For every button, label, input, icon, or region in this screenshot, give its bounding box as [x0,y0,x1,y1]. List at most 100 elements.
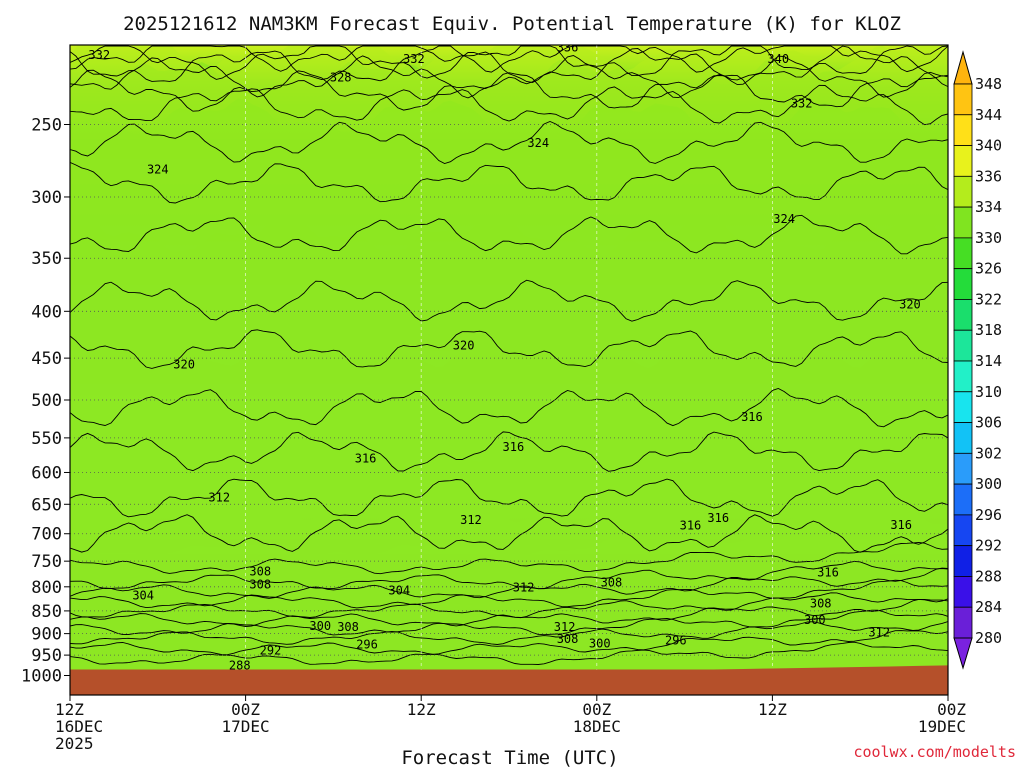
colorbar-label: 288 [975,567,1002,585]
contour-label: 312 [460,513,482,527]
contour-label: 308 [810,596,832,610]
y-tick-label: 800 [31,578,62,598]
colorbar-label: 296 [975,506,1002,524]
y-tick-label: 900 [31,625,62,645]
y-tick-label: 850 [31,602,62,622]
contour-label: 300 [309,619,331,633]
y-tick-label: 650 [31,495,62,515]
contour-label: 328 [330,70,352,84]
contour-label: 332 [88,48,110,62]
y-tick-label: 750 [31,552,62,572]
colorbar-swatch [953,268,973,300]
colorbar-swatch [953,545,973,577]
contour-line [70,329,948,369]
y-tick-label: 600 [31,463,62,483]
contour-label: 312 [868,626,890,640]
contour-line [70,84,948,126]
contour-line [70,541,948,575]
plot-frame [69,44,949,696]
x-tick-label: 00Z [937,700,966,719]
contour-label: 316 [890,518,912,532]
contour-label: 304 [132,589,154,603]
x-tick-label: 17DEC [222,717,270,736]
colorbar-label: 292 [975,537,1002,555]
colorbar-swatch [953,422,973,454]
contour-label: 320 [899,297,921,311]
colorbar-swatch [953,299,973,331]
colorbar-label: 300 [975,475,1002,493]
x-tick-label: 2025 [55,734,94,753]
contour-label: 288 [229,658,251,672]
contour-line [70,69,948,112]
contour-line [70,279,948,322]
colorbar-label: 314 [975,352,1002,370]
colorbar-swatch [953,329,973,362]
contour-line [70,431,948,472]
y-tick-label: 550 [31,429,62,449]
colorbar-label: 348 [975,75,1002,93]
colorbar-label: 334 [975,198,1002,216]
contour-line [70,45,948,88]
colorbar-swatch [953,206,973,239]
colorbar-swatch [953,83,973,116]
contour-line [70,560,948,590]
contour-label: 316 [680,519,702,533]
colorbar-label: 322 [975,290,1002,308]
contour-line [70,579,948,609]
x-tick-label: 12Z [55,700,84,719]
contour-label: 316 [707,511,729,525]
contour-label: 316 [355,451,377,465]
contour-label: 292 [260,643,282,657]
colorbar-label: 284 [975,598,1002,616]
contour-line [70,567,948,599]
colorbar-label: 280 [975,629,1002,647]
x-tick-label: 18DEC [573,717,621,736]
y-tick-label: 450 [31,349,62,369]
x-tick-label: 00Z [582,700,611,719]
x-tick-label: 00Z [231,700,260,719]
colorbar-swatch [953,483,973,516]
field-band [70,45,948,695]
contour-label: 300 [589,637,611,651]
contour-label: 296 [665,634,687,648]
contour-label: 324 [773,212,795,226]
contour-label: 316 [817,566,839,580]
colorbar-swatch [953,606,973,639]
colorbar-label: 344 [975,106,1002,124]
contour-label: 316 [741,410,763,424]
colorbar-label: 340 [975,137,1002,155]
contour-label: 308 [601,575,623,589]
contour-label: 296 [356,638,378,652]
x-tick-label: 12Z [758,700,787,719]
contour-line [70,598,948,627]
contour-line [70,478,948,518]
contour-line [70,621,948,645]
contour-labels: 336 332 332 340 328 332 324 324 324 320 320 320 316 3… [88,41,921,672]
colorbar-swatch [953,452,973,485]
contour-label: 300 [804,613,826,627]
contour-label: 332 [403,52,425,66]
contour-label: 316 [503,440,525,454]
contour-label: 308 [557,632,579,646]
colorbar-label: 302 [975,444,1002,462]
contour-label: 340 [767,52,789,66]
contour-label: 308 [337,620,359,634]
y-tick-label: 950 [31,646,62,666]
contour-line [70,55,948,99]
contour-line [70,630,948,656]
contour-line [70,45,948,80]
contour-label: 324 [527,136,549,150]
colorbar-label: 318 [975,321,1002,339]
contour-label: 320 [453,339,475,353]
contour-line [70,514,948,553]
colorbar-swatch [953,237,973,270]
y-tick-label: 1000 [21,667,62,687]
contour-label: 312 [513,580,535,594]
x-axis-label: Forecast Time (UTC) [401,747,618,768]
contour-line [70,45,948,73]
y-tick-label: 700 [31,525,62,545]
contour-label: 336 [557,41,579,55]
colorbar-swatch [953,175,973,208]
colorbar-swatch [953,514,973,547]
colorbar-over-triangle [953,50,973,85]
